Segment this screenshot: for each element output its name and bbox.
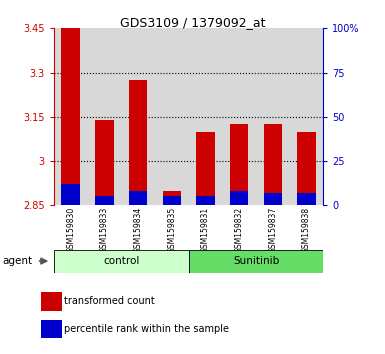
- Bar: [95, 120, 114, 205]
- Bar: [129, 191, 147, 205]
- Bar: [297, 132, 316, 205]
- Bar: [256, 28, 290, 205]
- Bar: [189, 28, 223, 205]
- Bar: [155, 28, 189, 205]
- Bar: [297, 193, 316, 205]
- Bar: [62, 25, 80, 205]
- Bar: [196, 132, 215, 205]
- Bar: [290, 28, 323, 205]
- Text: Sunitinib: Sunitinib: [233, 256, 279, 266]
- Bar: [230, 124, 248, 205]
- Text: GDS3109 / 1379092_at: GDS3109 / 1379092_at: [120, 16, 265, 29]
- Text: transformed count: transformed count: [64, 296, 155, 307]
- Bar: [162, 190, 181, 205]
- Text: percentile rank within the sample: percentile rank within the sample: [64, 324, 229, 334]
- Bar: [62, 184, 80, 205]
- Bar: [223, 28, 256, 205]
- Bar: [88, 28, 121, 205]
- Bar: [230, 191, 248, 205]
- Bar: [95, 196, 114, 205]
- Bar: [41, 320, 62, 338]
- Text: agent: agent: [3, 256, 33, 266]
- Bar: [162, 196, 181, 205]
- Bar: [264, 193, 282, 205]
- Bar: [41, 292, 62, 310]
- Bar: [196, 196, 215, 205]
- Bar: [54, 250, 189, 273]
- Bar: [189, 250, 323, 273]
- Bar: [121, 28, 155, 205]
- Bar: [129, 80, 147, 205]
- Bar: [264, 124, 282, 205]
- Text: control: control: [103, 256, 139, 266]
- Bar: [54, 28, 88, 205]
